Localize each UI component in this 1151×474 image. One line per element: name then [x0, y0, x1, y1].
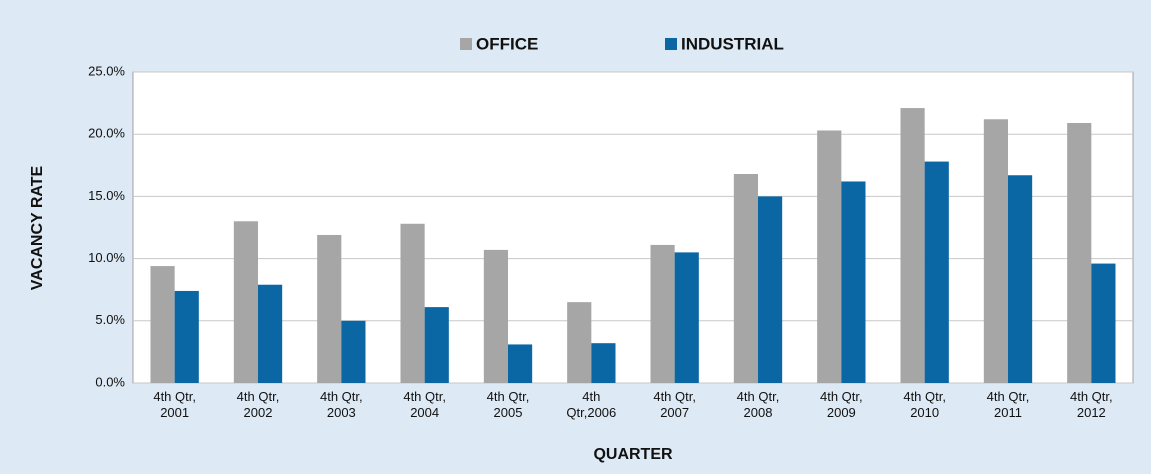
- bar: [924, 161, 949, 383]
- bar: [317, 234, 342, 383]
- bar: [233, 221, 258, 383]
- x-tick-label: 4th Qtr, 2002: [237, 389, 280, 420]
- legend-label: OFFICE: [476, 34, 538, 53]
- bar: [567, 302, 592, 383]
- x-tick-label: 4th Qtr, 2008: [737, 389, 780, 420]
- bar: [841, 181, 866, 383]
- x-tick-label: 4th Qtr, 2011: [987, 389, 1030, 420]
- bar: [400, 223, 425, 383]
- y-tick-label: 0.0%: [95, 374, 125, 389]
- bar: [150, 266, 175, 383]
- x-axis-title: QUARTER: [593, 446, 673, 463]
- bar: [817, 130, 842, 383]
- bar: [650, 244, 675, 383]
- bar: [900, 108, 925, 384]
- bar: [483, 249, 508, 383]
- x-tick-label: 4th Qtr,2006: [566, 389, 616, 420]
- y-tick-label: 20.0%: [88, 126, 125, 141]
- y-tick-label: 10.0%: [88, 250, 125, 265]
- y-tick-label: 25.0%: [88, 63, 125, 78]
- bar: [758, 196, 783, 383]
- x-tick-label: 4th Qtr, 2003: [320, 389, 363, 420]
- bar: [1091, 263, 1116, 383]
- x-tick-label: 4th Qtr, 2012: [1070, 389, 1113, 420]
- legend-swatch: [665, 38, 677, 50]
- bar: [1067, 123, 1092, 383]
- y-axis-title: VACANCY RATE: [29, 165, 46, 290]
- bar: [983, 119, 1008, 383]
- plot-area: [132, 71, 1134, 384]
- bar: [733, 174, 758, 383]
- bar: [508, 344, 533, 383]
- y-tick-label: 5.0%: [95, 312, 125, 327]
- bar: [258, 284, 283, 383]
- x-tick-label: 4th Qtr, 2007: [653, 389, 696, 420]
- y-tick-label: 15.0%: [88, 188, 125, 203]
- x-tick-label: 4th Qtr, 2010: [903, 389, 946, 420]
- legend-label: INDUSTRIAL: [681, 34, 784, 53]
- bar: [674, 252, 699, 383]
- bar: [424, 307, 449, 383]
- x-tick-label: 4th Qtr, 2009: [820, 389, 863, 420]
- bar: [1008, 175, 1033, 383]
- bar: [591, 343, 616, 383]
- x-tick-label: 4th Qtr, 2005: [487, 389, 530, 420]
- bar: [174, 290, 199, 383]
- bar: [341, 320, 366, 383]
- x-tick-label: 4th Qtr, 2001: [153, 389, 196, 420]
- x-tick-label: 4th Qtr, 2004: [403, 389, 446, 420]
- legend-swatch: [460, 38, 472, 50]
